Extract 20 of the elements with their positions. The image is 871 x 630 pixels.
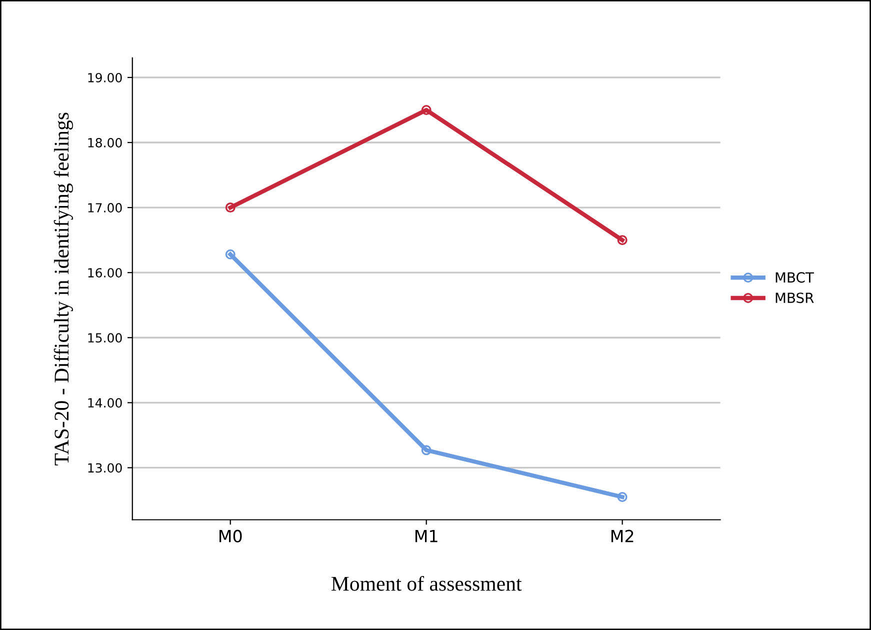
x-tick-label: M1 bbox=[416, 530, 438, 542]
y-tick-label: 16.00 bbox=[88, 268, 122, 278]
y-tick-label: 17.00 bbox=[88, 203, 122, 212]
legend-label: MBSR bbox=[776, 292, 814, 304]
legend-label: MBCT bbox=[776, 272, 814, 283]
point bbox=[617, 235, 628, 246]
y-tick-label: 15.00 bbox=[88, 333, 122, 343]
x-tick-label: M0 bbox=[220, 530, 242, 542]
point bbox=[421, 104, 432, 115]
y-axis-title: TAS-20 - Difficulty in identifying feelings bbox=[54, 112, 73, 466]
x-axis-title: Moment of assessment bbox=[331, 576, 522, 591]
point bbox=[225, 202, 236, 213]
point bbox=[225, 249, 236, 260]
y-tick-label: 19.00 bbox=[88, 72, 122, 82]
y-tick-label: 14.00 bbox=[88, 398, 122, 408]
x-tick-label: M2 bbox=[611, 530, 634, 542]
point bbox=[617, 492, 628, 502]
y-tick-label: 18.00 bbox=[88, 138, 122, 148]
y-tick-label: 13.00 bbox=[88, 463, 122, 473]
point bbox=[421, 445, 432, 456]
